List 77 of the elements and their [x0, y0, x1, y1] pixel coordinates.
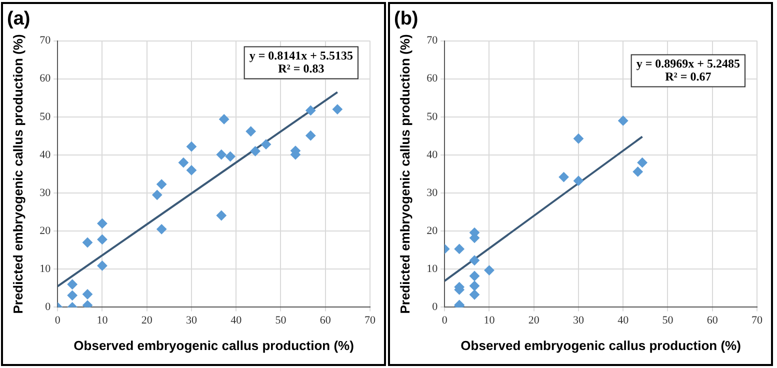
point [573, 176, 584, 186]
y-tick-label: 20 [40, 224, 52, 237]
x-tick-label: 0 [54, 314, 61, 327]
point [637, 158, 648, 168]
y-tick-label: 50 [40, 110, 52, 123]
x-tick-label: 50 [275, 314, 287, 327]
point [186, 165, 196, 176]
x-tick-label: 0 [442, 314, 448, 327]
point [573, 134, 584, 144]
point [216, 210, 226, 220]
point [454, 244, 464, 254]
y-tick-label: 20 [426, 224, 438, 237]
y-tick-label: 50 [426, 110, 438, 123]
x-axis-title: Observed embryogenic callus production (%) [74, 338, 354, 353]
y-axis-title: Predicted embryogenic callus production (%) [10, 34, 26, 314]
y-tick-label: 40 [426, 148, 438, 161]
point [97, 260, 108, 271]
point [152, 190, 162, 200]
point [558, 172, 569, 182]
point [332, 104, 342, 114]
x-tick-label: 20 [528, 314, 540, 327]
y-tick-label: 10 [426, 263, 438, 276]
point [306, 130, 316, 141]
x-tick-label: 40 [618, 314, 630, 327]
annotation: R² = 0.67 [665, 69, 712, 84]
point [261, 139, 272, 150]
point [178, 158, 188, 168]
point [97, 234, 108, 244]
point [156, 224, 167, 234]
x-tick-label: 60 [706, 314, 718, 327]
x-tick-label: 50 [662, 314, 674, 327]
chart-title: (a) [7, 8, 30, 30]
y-tick-label: 70 [40, 34, 52, 47]
annotation: y = 0.8141x + 5.5135 [249, 48, 354, 62]
point [470, 255, 480, 266]
y-tick-label: 0 [432, 301, 438, 314]
point [97, 218, 108, 228]
point [632, 166, 643, 177]
point [225, 151, 236, 162]
y-tick-label: 70 [426, 34, 438, 47]
y-tick-label: 30 [426, 186, 438, 199]
annotation: y = 0.8969x + 5.2485 [636, 56, 740, 70]
x-tick-label: 30 [186, 314, 198, 327]
x-tick-label: 70 [752, 314, 763, 327]
point [67, 279, 78, 290]
y-tick-label: 30 [40, 186, 52, 199]
point [216, 150, 226, 160]
x-tick-label: 70 [364, 314, 376, 327]
point [484, 265, 494, 276]
y-axis-title: Predicted embryogenic callus production (%) [397, 34, 412, 314]
y-tick-label: 10 [40, 263, 52, 276]
x-tick-label: 60 [320, 314, 332, 327]
x-tick-label: 30 [572, 314, 584, 327]
point [618, 116, 628, 126]
x-tick-label: 10 [96, 314, 108, 327]
x-tick-label: 10 [484, 314, 496, 327]
point [250, 146, 260, 156]
point [219, 114, 230, 124]
x-tick-label: 40 [230, 314, 242, 327]
point [470, 290, 480, 300]
x-tick-label: 20 [141, 314, 153, 327]
x-axis-title: Observed embryogenic callus production (%) [460, 338, 741, 353]
point [82, 289, 92, 300]
y-tick-label: 60 [426, 72, 438, 85]
chart-title: (b) [394, 8, 418, 30]
point [306, 105, 316, 116]
y-tick-label: 40 [40, 148, 52, 161]
point [82, 238, 92, 248]
point [156, 179, 167, 190]
point [470, 280, 480, 291]
point [246, 126, 256, 136]
y-tick-label: 0 [45, 301, 52, 314]
y-tick-label: 60 [40, 72, 52, 85]
annotation: R² = 0.83 [278, 61, 324, 76]
point [186, 142, 196, 152]
point [67, 290, 78, 300]
point [470, 270, 480, 281]
